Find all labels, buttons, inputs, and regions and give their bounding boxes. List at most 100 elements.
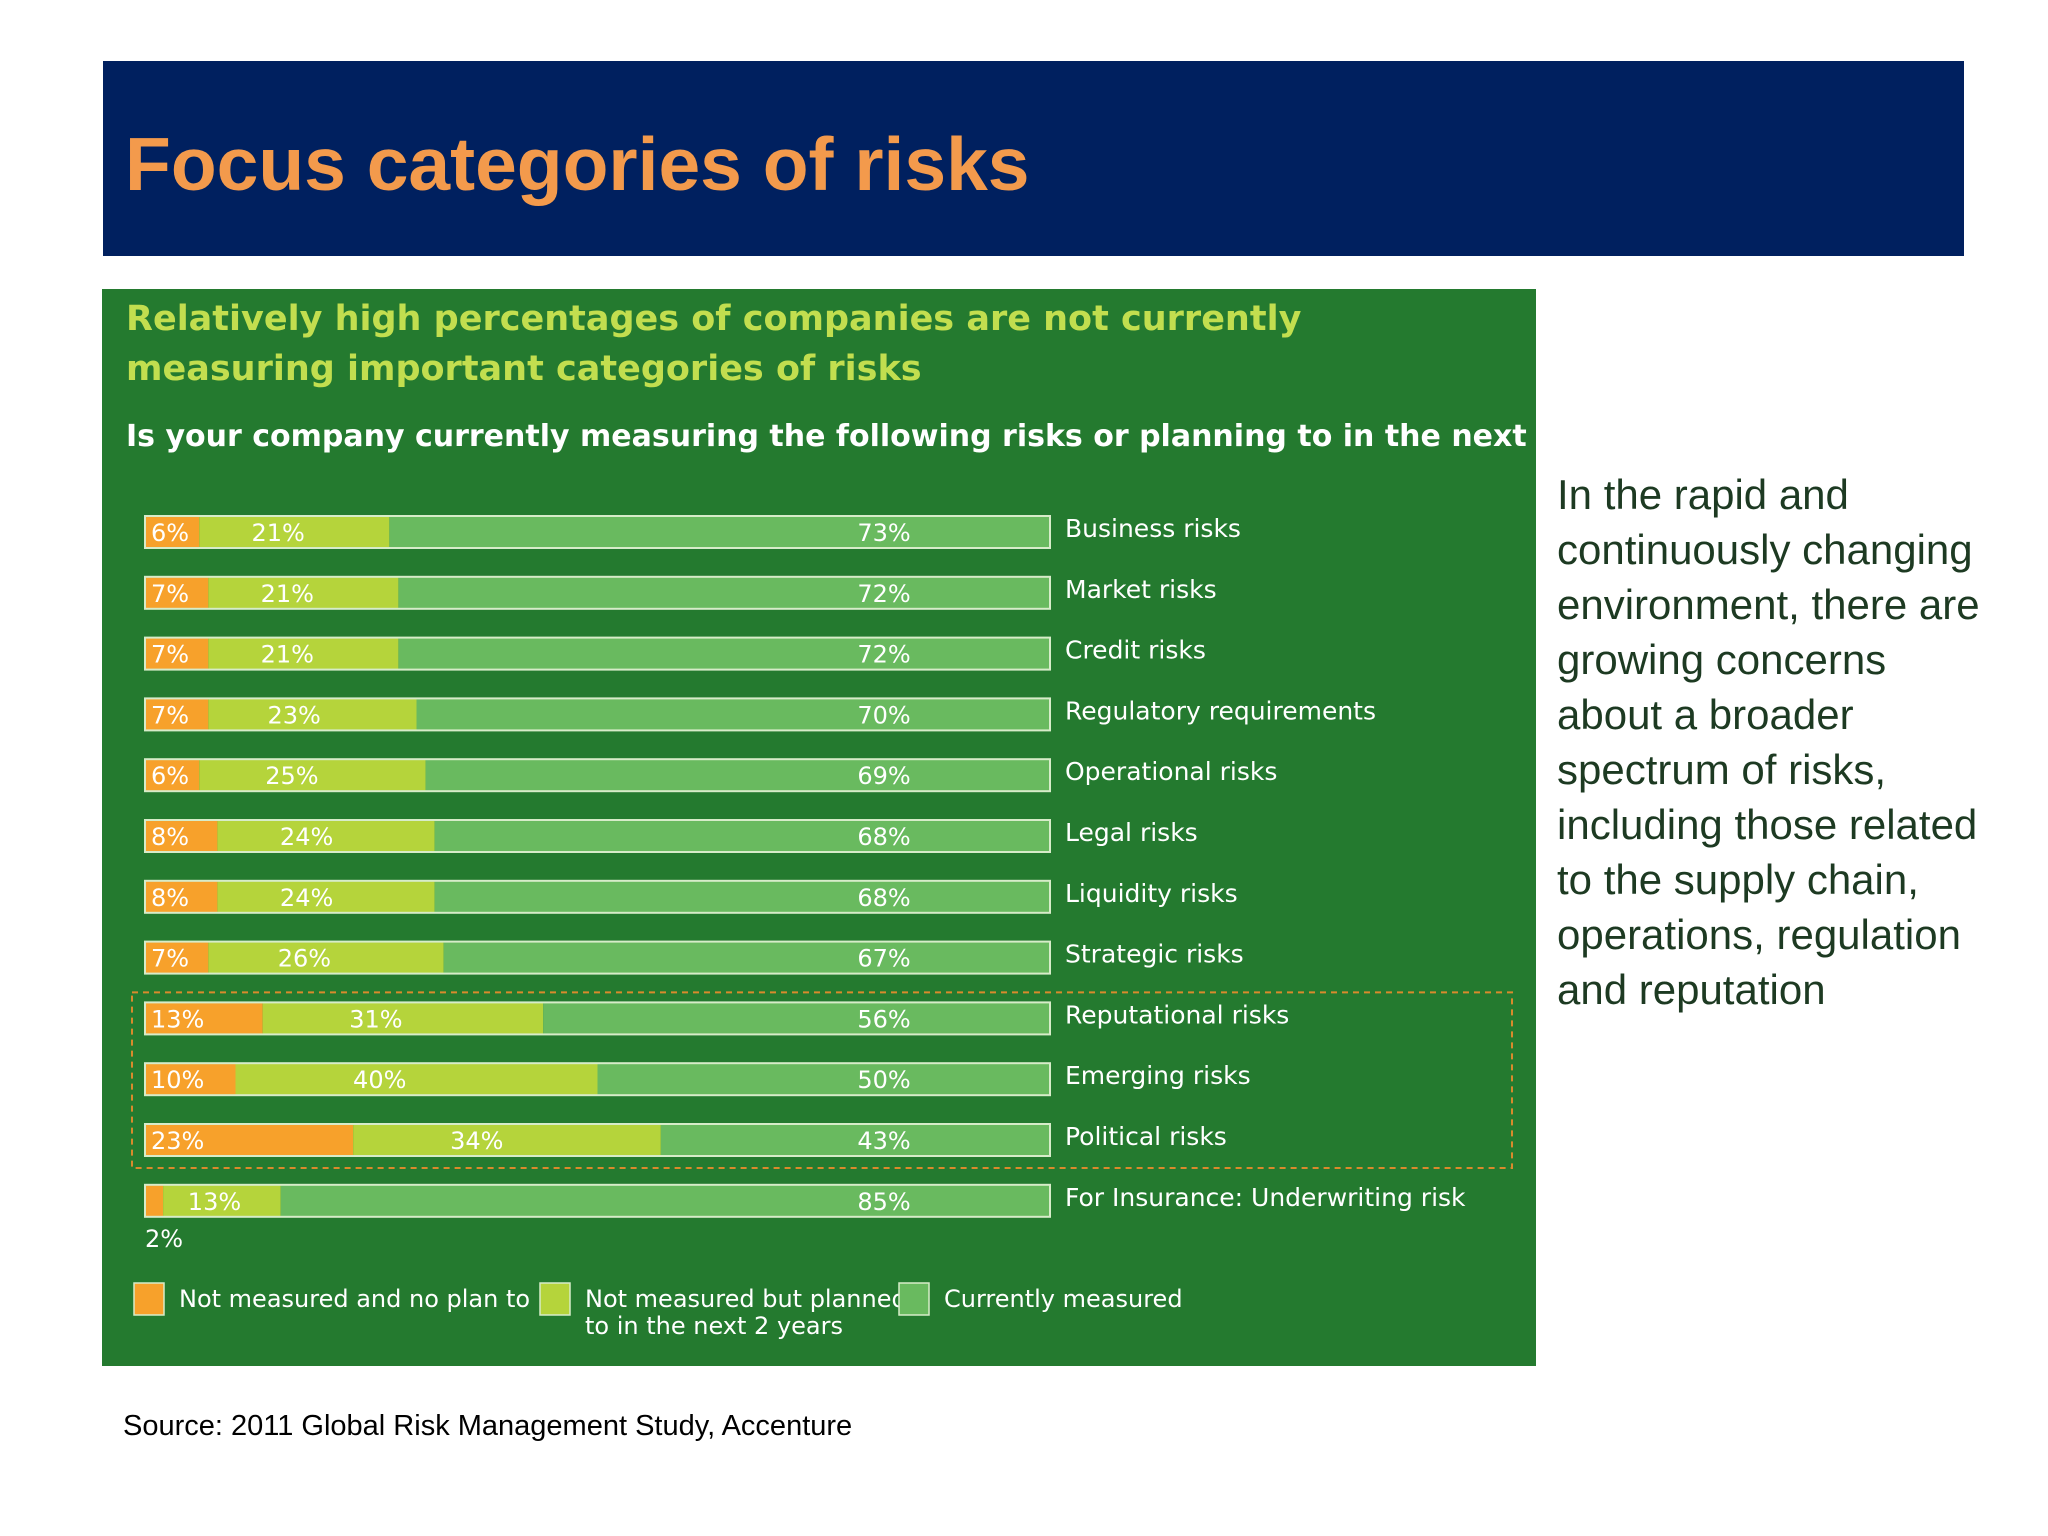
value-label: 7% <box>151 580 189 608</box>
value-label: 70% <box>857 701 910 729</box>
value-label: 85% <box>857 1188 910 1216</box>
value-label: 21% <box>261 641 314 669</box>
value-label: 56% <box>857 1005 910 1033</box>
value-label: 34% <box>450 1127 503 1155</box>
category-label: Legal risks <box>1065 818 1198 847</box>
bar-segment-3 <box>597 1063 1050 1096</box>
bar-segment-3 <box>660 1124 1050 1156</box>
value-label: 7% <box>151 945 189 973</box>
bar-segment-2 <box>199 759 426 792</box>
category-label: Political risks <box>1065 1122 1227 1151</box>
legend-label: Currently measured <box>944 1285 1183 1313</box>
category-label: Credit risks <box>1065 636 1206 665</box>
value-label: 21% <box>252 519 305 547</box>
category-label: For Insurance: Underwriting risk <box>1065 1183 1466 1212</box>
bar-segment-1 <box>145 941 209 974</box>
bar-segment-1 <box>145 637 209 670</box>
value-label: 7% <box>151 701 189 729</box>
bar-segment-2 <box>208 941 444 974</box>
category-label: Market risks <box>1065 575 1217 604</box>
value-label: 50% <box>857 1066 910 1094</box>
bar-segment-1 <box>145 1063 236 1096</box>
bar-segment-3 <box>434 820 1051 852</box>
value-label: 31% <box>349 1005 402 1033</box>
bar-outline <box>144 758 1051 793</box>
bar-segment-2 <box>208 698 417 731</box>
value-label: 24% <box>280 823 333 851</box>
value-label: 13% <box>188 1188 241 1216</box>
bar-outline <box>144 575 1051 610</box>
bar-outline <box>144 697 1051 732</box>
value-label: 7% <box>151 641 189 669</box>
value-label: 69% <box>857 762 910 790</box>
side-text: In the rapid and continuously changing e… <box>1557 471 1980 1013</box>
bar-segment-2 <box>208 576 399 609</box>
bar-segment-3 <box>543 1002 1050 1035</box>
value-label: 21% <box>261 580 314 608</box>
bar-segment-3 <box>389 516 1051 548</box>
value-label: 2% <box>145 1225 183 1253</box>
bar-segment-2 <box>217 820 435 852</box>
legend-swatch <box>539 1282 571 1316</box>
bar-segment-1 <box>145 880 218 913</box>
bar-segment-2 <box>235 1063 598 1096</box>
legend-label: Not measured and no plan to <box>179 1285 530 1313</box>
value-label: 25% <box>265 762 318 790</box>
bar-segment-3 <box>398 576 1050 609</box>
chart-subtitle: Is your company currently measuring the … <box>126 419 1536 454</box>
bar-segment-2 <box>353 1124 661 1156</box>
highlight-box <box>131 991 1513 1170</box>
bar-segment-3 <box>443 941 1050 974</box>
category-label: Strategic risks <box>1065 940 1244 969</box>
slide-title: Focus categories of risks <box>125 122 1030 206</box>
chart-title: Relatively high percentages of companies… <box>126 299 1302 389</box>
bar-outline <box>144 515 1051 549</box>
value-label: 8% <box>151 884 189 912</box>
value-label: 68% <box>857 823 910 851</box>
bar-segment-1 <box>145 1124 354 1156</box>
bar-outline <box>144 1183 1051 1218</box>
bar-segment-1 <box>145 576 209 609</box>
category-label: Operational risks <box>1065 757 1277 786</box>
value-label: 43% <box>857 1127 910 1155</box>
bar-segment-3 <box>425 759 1050 792</box>
bar-segment-2 <box>163 1184 281 1217</box>
bar-segment-2 <box>199 516 390 548</box>
stacked-bar-chart: 6% 21% 73% Business risks 7% 21% 72% Market ris… <box>131 514 1513 1340</box>
value-label: 67% <box>857 945 910 973</box>
value-label: 40% <box>353 1066 406 1094</box>
bar-segment-2 <box>262 1002 544 1035</box>
value-label: 6% <box>151 762 189 790</box>
category-label: Liquidity risks <box>1065 879 1238 908</box>
value-label: 23% <box>267 701 320 729</box>
bar-segment-2 <box>217 880 435 913</box>
value-label: 72% <box>857 641 910 669</box>
bar-outline <box>144 819 1051 853</box>
bar-segment-3 <box>398 637 1050 670</box>
bar-outline <box>144 1062 1051 1097</box>
bar-outline <box>144 879 1051 914</box>
legend-label: Not measured but planned to in the next 2… <box>585 1285 907 1340</box>
legend-swatch <box>133 1282 165 1316</box>
bar-segment-1 <box>145 820 218 852</box>
title-bar: Focus categories of risks <box>103 61 1964 256</box>
bar-outline <box>144 940 1051 975</box>
bar-outline <box>144 1001 1051 1036</box>
bar-segment-1 <box>145 516 200 548</box>
bar-segment-1 <box>145 698 209 731</box>
value-label: 24% <box>280 884 333 912</box>
category-label: Reputational risks <box>1065 1000 1289 1029</box>
bar-outline <box>144 636 1051 671</box>
bar-segment-1 <box>145 1002 263 1035</box>
bar-segment-3 <box>280 1184 1050 1217</box>
value-label: 8% <box>151 823 189 851</box>
value-label: 72% <box>857 580 910 608</box>
value-label: 68% <box>857 884 910 912</box>
legend-swatch <box>898 1282 930 1316</box>
bar-segment-1 <box>145 759 200 792</box>
category-label: Emerging risks <box>1065 1061 1251 1090</box>
value-label: 23% <box>151 1127 204 1155</box>
bar-outline <box>144 1123 1051 1157</box>
bar-segment-1 <box>145 1184 164 1217</box>
category-label: Regulatory requirements <box>1065 696 1376 725</box>
